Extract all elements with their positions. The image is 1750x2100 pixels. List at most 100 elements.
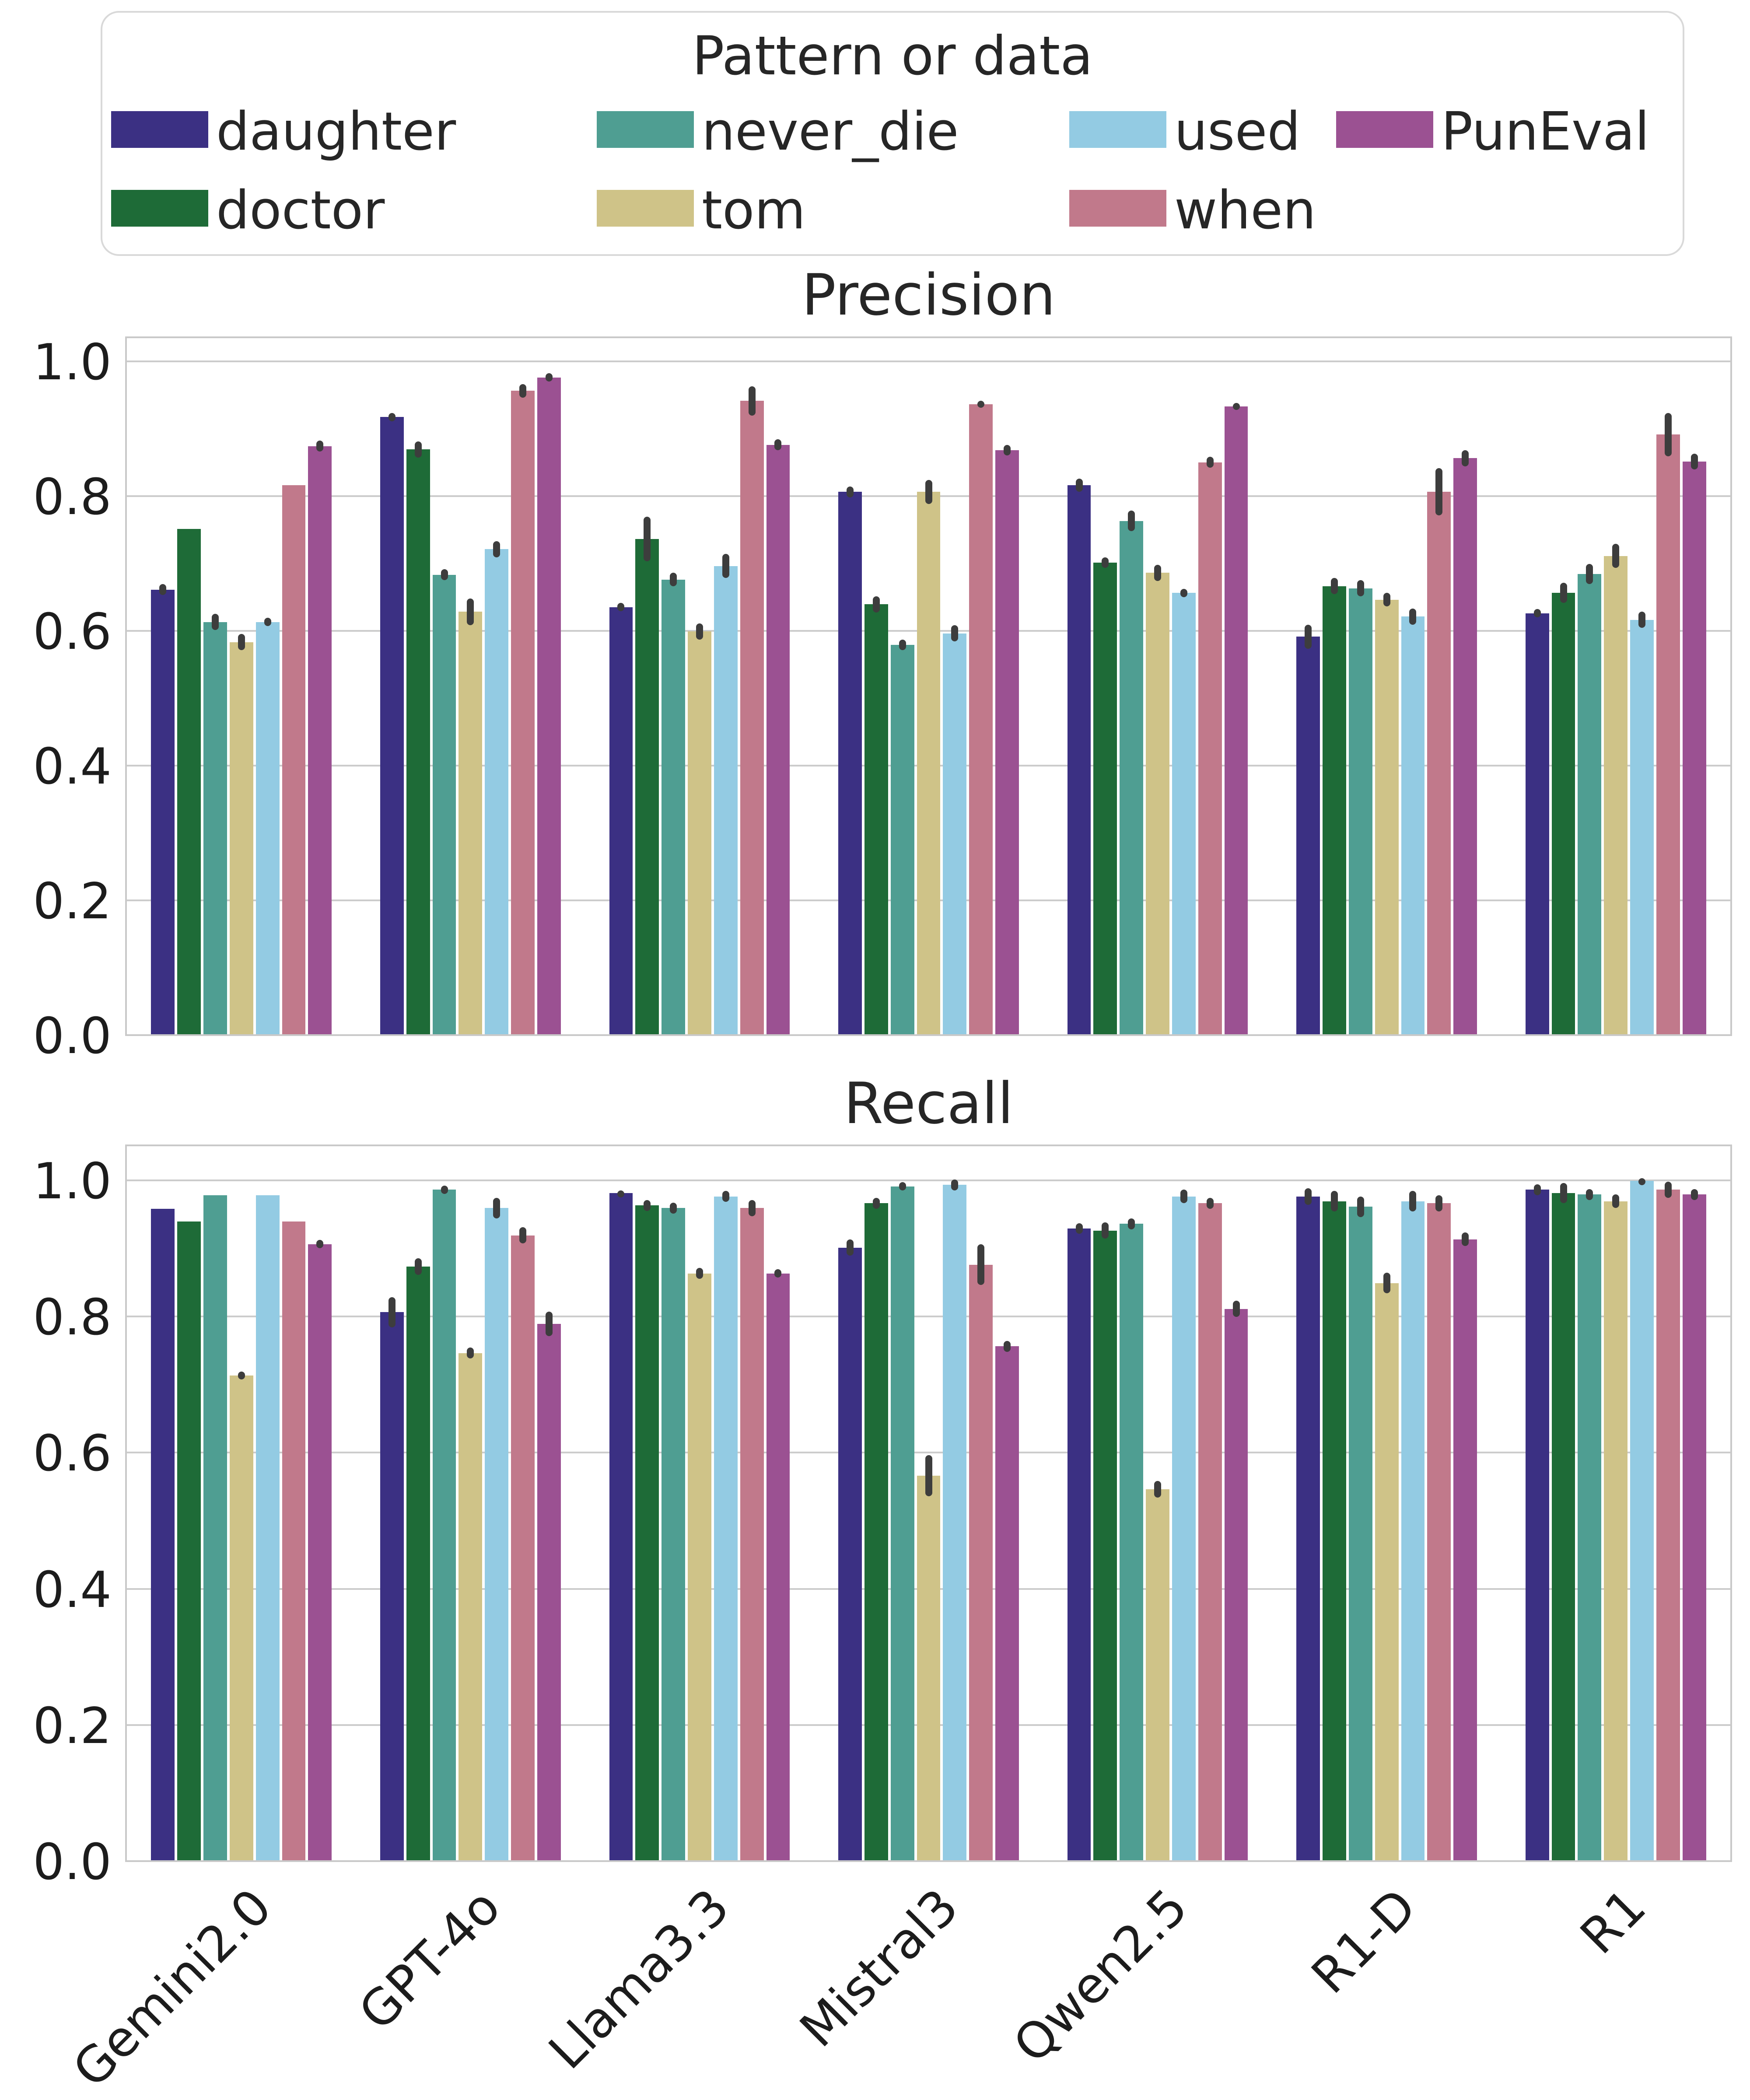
error-bar: [748, 386, 756, 416]
error-bar: [696, 623, 703, 640]
precision-bar-Qwen2.5-PunEval: [1224, 406, 1248, 1034]
error-bar: [899, 639, 906, 651]
precision-bar-Llama3.3-never_die: [662, 579, 685, 1034]
recall-bar-Gemini2.0-never_die: [203, 1195, 227, 1860]
recall-bar-Mistral3-doctor: [864, 1203, 888, 1860]
legend-label: PunEval: [1441, 102, 1650, 162]
error-bar: [1383, 593, 1390, 607]
recall-bar-Gemini2.0-doctor: [177, 1222, 201, 1860]
gridline: [127, 1180, 1730, 1181]
gridline: [127, 1316, 1730, 1318]
error-bar: [493, 541, 500, 557]
precision-bar-Gemini2.0-daughter: [151, 589, 175, 1034]
tom-swatch-icon: [597, 190, 694, 227]
precision-bar-Gemini2.0-when: [282, 485, 306, 1034]
precision-bar-R1-used: [1630, 620, 1654, 1034]
recall-bar-R1-D-daughter: [1296, 1196, 1320, 1860]
legend-label: daughter: [216, 102, 456, 162]
precision-bar-Gemini2.0-PunEval: [308, 446, 332, 1034]
recall-bar-Qwen2.5-used: [1172, 1196, 1196, 1860]
precision-bar-R1-never_die: [1578, 574, 1602, 1034]
precision-bar-R1-tom: [1604, 556, 1628, 1034]
precision-bar-GPT-4o-doctor: [406, 449, 430, 1034]
recall-bar-Mistral3-daughter: [838, 1247, 862, 1860]
error-bar: [238, 1371, 245, 1380]
error-bar: [1102, 1222, 1109, 1239]
error-bar: [1180, 1190, 1187, 1204]
precision-bar-R1-daughter: [1525, 613, 1549, 1034]
error-bar: [899, 1182, 906, 1190]
recall-bar-Gemini2.0-tom: [229, 1376, 253, 1860]
error-bar: [1004, 1340, 1011, 1352]
legend-label: never_die: [702, 102, 959, 162]
error-bar: [519, 1227, 527, 1244]
recall-bar-R1-PunEval: [1682, 1194, 1706, 1860]
error-bar: [545, 373, 553, 382]
precision-bar-Mistral3-tom: [917, 492, 941, 1034]
precision-bar-GPT-4o-PunEval: [537, 377, 561, 1034]
precision-bar-Mistral3-never_die: [890, 644, 914, 1034]
legend-title: Pattern or data: [692, 25, 1093, 87]
y-tick-label: 0.2: [33, 872, 112, 930]
recall-bar-Mistral3-tom: [917, 1475, 941, 1860]
error-bar: [951, 625, 959, 642]
error-bar: [1664, 413, 1672, 456]
error-bar: [545, 1311, 553, 1336]
recall-bar-Mistral3-never_die: [890, 1186, 914, 1860]
error-bar: [1075, 478, 1083, 492]
precision-bar-Llama3.3-tom: [688, 631, 711, 1034]
precision-bar-Mistral3-daughter: [838, 492, 862, 1034]
recall-title: Recall: [844, 1070, 1014, 1137]
precision-bar-Mistral3-doctor: [864, 604, 888, 1034]
precision-bar-Qwen2.5-doctor: [1093, 563, 1117, 1034]
precision-bar-R1-D-doctor: [1323, 586, 1346, 1034]
precision-bar-GPT-4o-when: [511, 391, 535, 1034]
error-bar: [1435, 1195, 1443, 1212]
y-tick-label: 0.2: [33, 1697, 112, 1755]
y-tick-label: 1.0: [33, 333, 112, 391]
legend-label: tom: [702, 180, 806, 241]
recall-bar-Llama3.3-when: [740, 1208, 764, 1860]
precision-bar-R1-PunEval: [1682, 462, 1706, 1034]
precision-bar-Qwen2.5-tom: [1146, 573, 1169, 1034]
error-bar: [1638, 612, 1646, 628]
precision-bar-Llama3.3-when: [740, 401, 764, 1034]
precision-bar-R1-D-PunEval: [1453, 458, 1477, 1034]
precision-bar-Mistral3-when: [969, 404, 993, 1034]
error-bar: [1586, 1189, 1593, 1200]
error-bar: [722, 553, 729, 578]
error-bar: [388, 413, 396, 421]
recall-bar-Qwen2.5-daughter: [1067, 1228, 1091, 1860]
recall-bar-R1-doctor: [1551, 1193, 1575, 1860]
error-bar: [670, 573, 677, 586]
recall-bar-R1-D-when: [1427, 1203, 1451, 1860]
precision-bar-Qwen2.5-when: [1198, 462, 1222, 1034]
recall-bar-R1-when: [1656, 1190, 1680, 1860]
precision-bar-Qwen2.5-daughter: [1067, 485, 1091, 1034]
error-bar: [519, 384, 527, 398]
precision-bar-Mistral3-PunEval: [995, 450, 1019, 1034]
when-swatch-icon: [1069, 190, 1166, 227]
error-bar: [441, 569, 448, 581]
y-tick-label: 0.8: [33, 468, 112, 526]
x-tick-label-R1-D: R1-D: [1300, 1878, 1428, 2005]
precision-bar-R1-D-daughter: [1296, 637, 1320, 1034]
error-bar: [872, 596, 880, 612]
recall-bar-Gemini2.0-when: [282, 1222, 306, 1860]
precision-bar-Gemini2.0-tom: [229, 642, 253, 1034]
x-tick-label-Gemini2.0: Gemini2.0: [61, 1878, 283, 2099]
recall-bar-R1-D-never_die: [1348, 1207, 1372, 1860]
recall-bar-GPT-4o-never_die: [432, 1190, 456, 1860]
precision-bar-GPT-4o-never_die: [432, 574, 456, 1034]
precision-bar-Gemini2.0-used: [256, 622, 280, 1034]
precision-bar-Llama3.3-used: [714, 566, 738, 1034]
recall-bar-R1-D-tom: [1375, 1283, 1399, 1860]
precision-bar-Llama3.3-PunEval: [766, 444, 790, 1034]
error-bar: [1330, 578, 1338, 595]
recall-bar-R1-D-used: [1401, 1201, 1425, 1860]
error-bar: [1638, 1178, 1646, 1185]
error-bar: [872, 1198, 880, 1209]
recall-bar-Llama3.3-used: [714, 1196, 738, 1860]
error-bar: [388, 1297, 396, 1327]
